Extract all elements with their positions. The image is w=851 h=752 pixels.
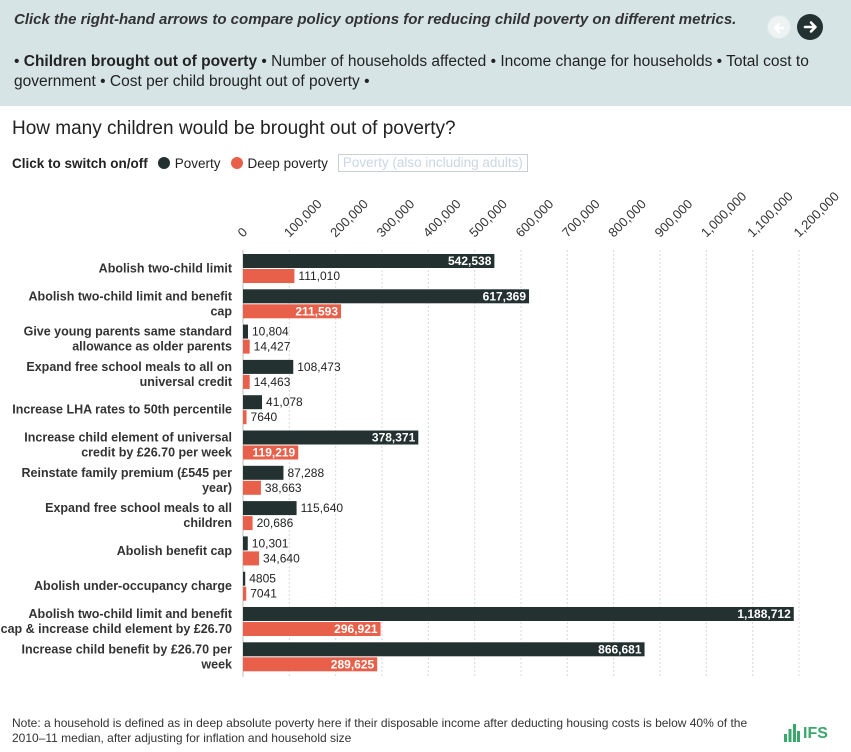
data-label: 542,538 [448,254,492,268]
x-tick-label: 400,000 [420,196,464,240]
previous-metric-button[interactable] [767,15,791,39]
x-tick-label: 900,000 [652,196,696,240]
x-tick-label: 600,000 [513,196,557,240]
data-label: 4805 [249,572,276,586]
bar-poverty [243,501,297,516]
data-label: 296,921 [334,622,378,636]
x-tick-label: 700,000 [559,196,603,240]
bar-deep-poverty [243,586,247,601]
data-label: 87,288 [287,466,324,480]
legend-marker-deep-poverty [230,157,243,169]
category-label: Abolish two-child limit and benefit cap &… [1,607,233,636]
x-tick-label: 1,100,000 [744,189,796,241]
instruction-banner: Click the right-hand arrows to compare p… [0,0,851,106]
bar-deep-poverty [243,622,381,636]
metric-list: • Children brought out of poverty • Numb… [14,53,809,90]
bar-poverty [243,324,249,339]
instruction-text: Click the right-hand arrows to compare p… [14,11,737,28]
bar-poverty [243,536,248,551]
data-label: 1,188,712 [737,607,791,621]
data-label: 20,686 [257,516,294,530]
category-label: Give young parents same standard allowanc… [24,325,232,354]
metric-cost-per-child[interactable]: Cost per child brought out of poverty [109,73,360,90]
legend: Click to switch on/off Poverty Deep pove… [12,153,538,173]
legend-toggle-deep-poverty[interactable]: Deep poverty [230,156,328,171]
bar-poverty [243,289,530,304]
data-label: 41,078 [266,395,303,409]
data-label: 14,427 [254,340,291,354]
bar-poverty [243,395,263,410]
bar-chart: 0 100,000 200,000 300,000 400,000 500,000 600,… [1,189,843,677]
bar-poverty [243,571,246,586]
legend-toggle-poverty[interactable]: Poverty [157,156,221,171]
bar-poverty [243,465,284,480]
bar-poverty [243,254,495,268]
category-label: Expand free school meals to all on univer… [26,360,232,389]
bar-poverty [243,430,419,445]
bar-deep-poverty [243,445,299,460]
data-label: 211,593 [295,304,338,318]
bar-deep-poverty [243,516,253,531]
category-label: Increase child benefit by £26.70 per week [21,642,232,671]
bar-deep-poverty [243,374,250,389]
x-tick-label: 200,000 [327,196,371,240]
data-label: 10,301 [252,536,289,550]
bar-deep-poverty [243,269,295,283]
chart-title: How many children would be brought out o… [12,118,456,139]
legend-marker-poverty [157,157,170,169]
data-label: 108,473 [297,360,341,374]
metric-children-out-of-poverty[interactable]: Children brought out of poverty [23,53,258,70]
data-label: 38,663 [265,481,302,495]
category-label: Increase child element of universal credi… [24,431,232,460]
metric-income-change[interactable]: Income change for households [500,53,713,70]
bar-logo-icon [784,724,800,742]
bar-deep-poverty [243,657,378,672]
bar-deep-poverty [243,304,342,319]
logo-text: IFS [803,725,828,742]
x-tick-label: 1,200,000 [791,189,843,241]
arrow-left-icon [773,22,785,34]
category-label: Abolish under-occupancy charge [34,579,232,593]
metric-households-affected[interactable]: Number of households affected [271,53,487,70]
legend-label: Click to switch on/off [12,155,148,171]
category-label: Expand free school meals to all children [45,501,232,530]
x-tick-label: 800,000 [605,196,649,240]
x-tick-label: 500,000 [466,196,510,240]
data-label: 7041 [250,587,277,601]
data-label: 115,640 [301,501,344,515]
data-label: 289,625 [331,657,375,671]
x-tick-label: 100,000 [281,196,325,240]
arrow-right-icon [803,21,817,33]
category-label: Abolish two-child limit [99,262,233,276]
metric-total-cost[interactable]: Total cost to government [14,53,809,90]
data-label: 34,640 [263,551,300,565]
bar-deep-poverty [243,339,250,354]
data-label: 378,371 [372,431,416,445]
category-label: Reinstate family premium (£545 per year) [22,466,233,495]
bar-poverty [243,359,294,374]
data-label: 617,369 [483,289,527,303]
data-label: 14,463 [254,375,291,389]
bar-poverty [243,607,794,621]
data-label: 119,219 [253,446,296,460]
x-tick-label: 1,000,000 [698,189,750,241]
x-tick-label: 0 [235,224,251,240]
category-label: Increase LHA rates to 50th percentile [12,403,232,417]
legend-toggle-poverty-incl-adults[interactable]: Poverty (also including adults) [337,154,528,172]
bar-deep-poverty [243,410,247,425]
x-tick-label: 300,000 [374,196,418,240]
footnote: Note: a household is defined as in deep … [12,716,748,745]
ifs-logo: IFS [784,716,828,742]
bar-poverty [243,642,645,657]
category-label: Abolish two-child limit and benefit cap [29,289,233,318]
data-label: 111,010 [298,269,340,283]
bar-deep-poverty [243,551,260,566]
data-label: 866,681 [598,642,642,656]
next-metric-button[interactable] [797,14,823,40]
bar-deep-poverty [243,480,261,495]
data-label: 10,804 [252,325,289,339]
category-label: Abolish benefit cap [117,544,233,558]
data-label: 7640 [251,410,278,424]
